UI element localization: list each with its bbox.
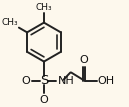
Text: O: O xyxy=(22,76,31,85)
Text: S: S xyxy=(40,74,48,87)
Text: CH₃: CH₃ xyxy=(1,18,18,27)
Text: O: O xyxy=(40,95,48,105)
Text: OH: OH xyxy=(98,76,115,85)
Text: CH₃: CH₃ xyxy=(36,3,52,12)
Text: NH: NH xyxy=(58,76,75,85)
Text: O: O xyxy=(80,55,88,65)
